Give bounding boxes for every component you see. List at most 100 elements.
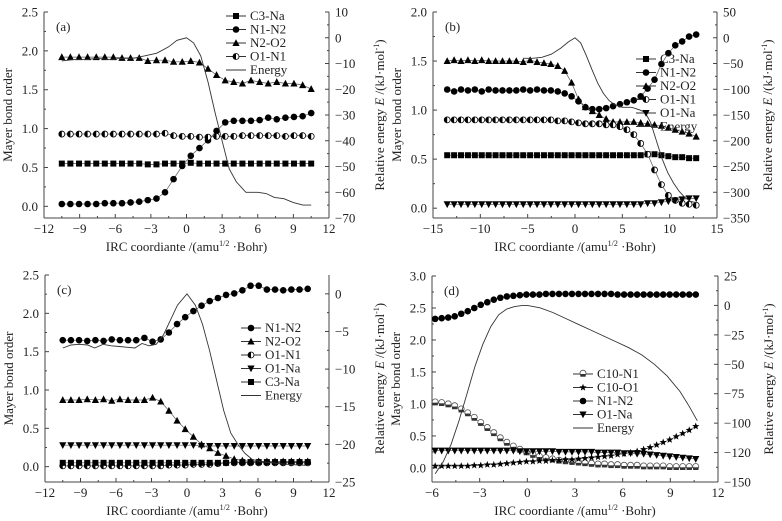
data-point bbox=[287, 442, 295, 450]
marker-circle bbox=[497, 294, 504, 302]
marker-circle bbox=[457, 310, 465, 318]
y-axis-title: Mayer bond order bbox=[0, 67, 15, 162]
y-tick-label: 0.0 bbox=[22, 199, 38, 214]
y2-axis-title-close: ) bbox=[761, 303, 776, 307]
marker-circle bbox=[620, 291, 628, 298]
data-point bbox=[263, 442, 271, 450]
data-point bbox=[516, 448, 524, 456]
data-point bbox=[490, 447, 498, 455]
data-point bbox=[526, 87, 534, 94]
data-point bbox=[118, 54, 126, 61]
legend-marker bbox=[643, 56, 649, 62]
marker-circle bbox=[178, 162, 186, 170]
marker-square bbox=[458, 152, 465, 159]
data-point bbox=[601, 290, 608, 298]
data-point bbox=[214, 442, 222, 450]
data-point bbox=[230, 290, 238, 297]
marker-triangle-down bbox=[568, 448, 576, 456]
data-point bbox=[602, 201, 610, 209]
marker-circle bbox=[255, 282, 263, 290]
data-point bbox=[221, 76, 229, 84]
data-point bbox=[464, 409, 472, 417]
data-point bbox=[685, 200, 693, 208]
marker-circle bbox=[614, 291, 621, 298]
data-point bbox=[547, 201, 555, 209]
data-point bbox=[692, 422, 700, 430]
marker-circle bbox=[288, 286, 295, 293]
data-point bbox=[157, 459, 164, 466]
marker-triangle-down bbox=[535, 448, 544, 456]
data-point bbox=[664, 198, 672, 206]
data-point bbox=[451, 402, 459, 410]
y2-axis-title: Relative energy E /(kJ·mol-1) bbox=[761, 303, 776, 454]
y2-axis-title-c: /(kJ·mol bbox=[760, 50, 775, 98]
marker-square-half bbox=[569, 462, 575, 465]
data-point bbox=[99, 442, 108, 449]
marker-square bbox=[110, 160, 117, 167]
marker-half-fill bbox=[665, 192, 669, 199]
data-point bbox=[653, 291, 660, 298]
data-point bbox=[144, 161, 151, 168]
marker-square bbox=[304, 459, 311, 466]
data-point bbox=[607, 461, 615, 469]
legend-marker bbox=[579, 383, 587, 391]
marker-star bbox=[477, 461, 485, 469]
marker-half-fill bbox=[485, 116, 489, 123]
marker-circle bbox=[542, 290, 550, 298]
marker-triangle-down bbox=[574, 201, 583, 209]
data-point bbox=[542, 457, 550, 464]
marker-square-half bbox=[478, 423, 484, 426]
marker-circle bbox=[118, 199, 126, 207]
marker-triangle-up bbox=[169, 57, 178, 65]
marker-half-fill bbox=[547, 116, 551, 123]
data-point bbox=[431, 398, 439, 406]
data-point bbox=[522, 457, 530, 465]
marker-circle bbox=[230, 117, 238, 125]
marker-triangle-down bbox=[587, 448, 596, 456]
y2-tick-label: −25 bbox=[724, 327, 744, 342]
data-point bbox=[630, 96, 638, 104]
data-point bbox=[84, 160, 91, 167]
x-tick-label: −3 bbox=[473, 485, 487, 500]
legend-label: N2-O2 bbox=[660, 78, 696, 93]
marker-triangle-up bbox=[101, 53, 109, 61]
series-o1-na bbox=[59, 442, 312, 450]
data-point bbox=[58, 53, 66, 61]
marker-square bbox=[672, 154, 679, 161]
marker-circle bbox=[450, 88, 458, 95]
marker-triangle-up bbox=[132, 396, 140, 403]
marker-square bbox=[679, 154, 686, 161]
marker-triangle-up bbox=[173, 416, 181, 424]
marker-triangle-down bbox=[554, 201, 562, 209]
marker-triangle-down bbox=[672, 454, 680, 461]
data-point bbox=[212, 71, 221, 78]
marker-circle bbox=[651, 76, 658, 83]
data-point bbox=[264, 114, 272, 122]
series-c10-n1 bbox=[431, 398, 700, 470]
marker-circle bbox=[273, 115, 281, 123]
marker-square bbox=[190, 459, 197, 466]
data-point bbox=[256, 116, 263, 124]
marker-triangle-down bbox=[664, 198, 672, 206]
x-tick-label: 6 bbox=[255, 221, 262, 236]
data-point bbox=[548, 448, 557, 456]
marker-circle bbox=[470, 304, 478, 312]
marker-triangle-up bbox=[299, 81, 307, 89]
marker-square bbox=[296, 459, 303, 466]
marker-square bbox=[282, 160, 289, 167]
marker-triangle-down bbox=[522, 448, 530, 456]
marker-triangle-up bbox=[505, 57, 513, 65]
marker-triangle-down bbox=[633, 450, 641, 458]
marker-half-fill bbox=[492, 116, 496, 123]
data-point bbox=[646, 291, 654, 298]
data-point bbox=[93, 160, 100, 167]
marker-triangle-up bbox=[108, 396, 116, 404]
data-point bbox=[119, 160, 126, 167]
marker-square-half bbox=[693, 467, 699, 470]
data-point bbox=[562, 290, 569, 298]
data-point bbox=[230, 442, 238, 450]
data-point bbox=[470, 304, 478, 312]
marker-square bbox=[136, 160, 143, 167]
data-point bbox=[170, 175, 177, 183]
